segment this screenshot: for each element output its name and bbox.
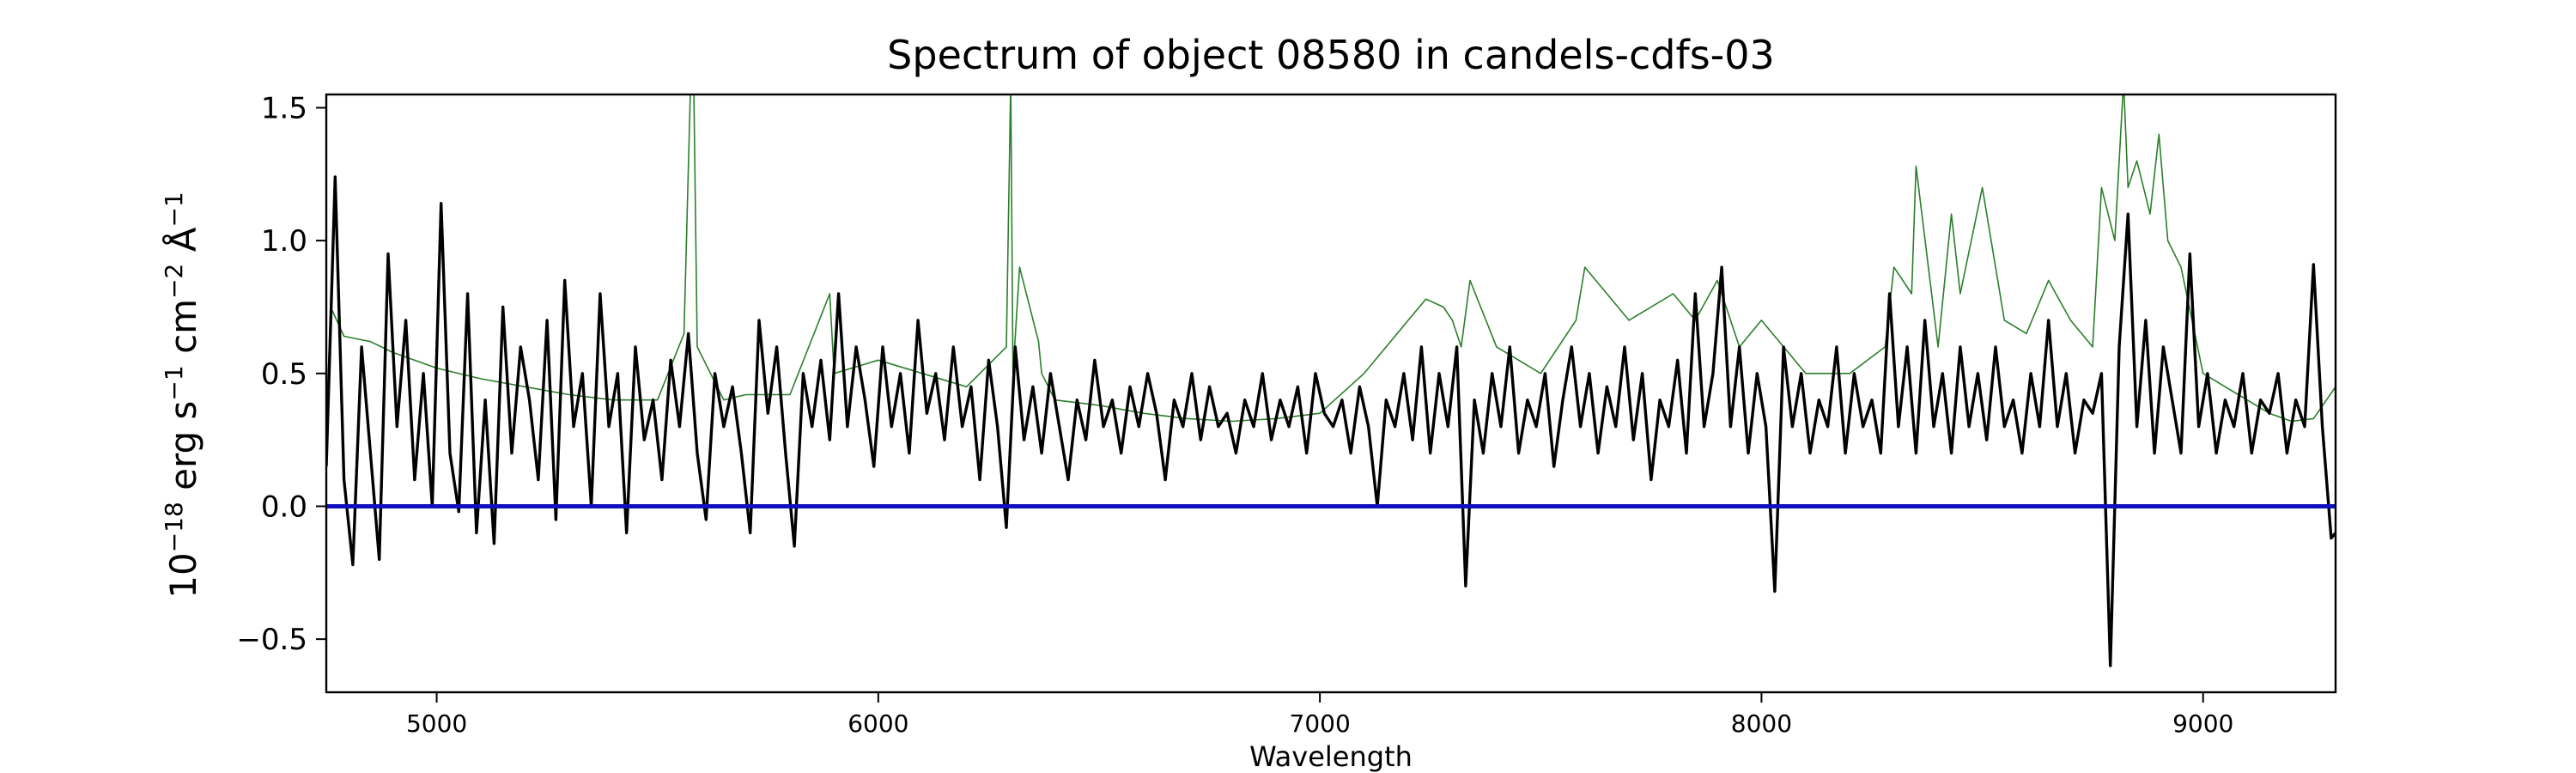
- y-axis-label: 10−18 erg s−1 cm−2 Å−1: [160, 192, 204, 598]
- y-axis: −0.5 0.0 0.5 1.0 1.5: [236, 91, 326, 657]
- y-tick-label: 0.0: [261, 490, 307, 524]
- x-tick-label: 8000: [1731, 709, 1792, 738]
- series-line-flux: [326, 175, 2336, 667]
- y-tick-label: 1.0: [261, 224, 307, 259]
- x-axis-label: Wavelength: [1249, 740, 1413, 773]
- series-line-error: [326, 94, 2336, 427]
- y-tick-label: 0.5: [261, 357, 307, 392]
- plot-frame: [325, 93, 2337, 694]
- x-axis: 5000 6000 7000 8000 9000: [406, 692, 2233, 738]
- x-tick-label: 7000: [1290, 709, 1351, 738]
- x-tick-label: 9000: [2172, 709, 2233, 738]
- series-layer: [326, 94, 2336, 667]
- chart-title: Spectrum of object 08580 in candels-cdfs…: [887, 32, 1775, 78]
- x-tick-label: 5000: [406, 709, 467, 738]
- x-tick-label: 6000: [848, 709, 908, 738]
- y-tick-label: −0.5: [236, 623, 307, 657]
- y-tick-label: 1.5: [261, 91, 307, 125]
